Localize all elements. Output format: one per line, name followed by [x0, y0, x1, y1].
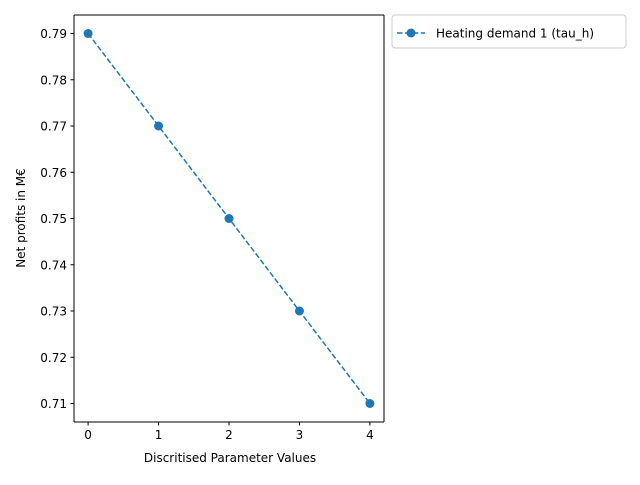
y-axis-label: Net profits in M€: [14, 168, 28, 268]
data-point: [154, 121, 164, 131]
legend-frame: [391, 14, 627, 49]
legend-marker: [406, 28, 416, 38]
y-tick-label: 0.74: [40, 258, 67, 272]
data-point: [83, 29, 93, 38]
x-tick-label: 4: [366, 428, 374, 442]
legend-entry-label: Heating demand 1 (tau_h): [436, 27, 594, 41]
y-tick-label: 0.77: [40, 120, 67, 134]
x-axis-ticks: 0 1 2 3 4: [84, 422, 374, 442]
legend: Heating demand 1 (tau_h): [391, 14, 627, 49]
y-tick-label: 0.75: [40, 212, 67, 226]
y-tick-label: 0.72: [40, 351, 67, 365]
plot-area: [83, 29, 375, 408]
y-tick-label: 0.71: [40, 397, 67, 411]
data-point: [365, 399, 375, 408]
y-tick-label: 0.79: [40, 27, 67, 41]
x-tick-label: 3: [296, 428, 304, 442]
data-point: [224, 214, 234, 223]
x-axis-label: Discritised Parameter Values: [144, 451, 316, 465]
axes-frame: [73, 14, 385, 423]
data-point: [294, 306, 304, 316]
y-axis-ticks: 0.71 0.72 0.73 0.74 0.75 0.76 0.77 0.78 0.79: [40, 27, 74, 411]
x-tick-label: 2: [225, 428, 233, 442]
y-tick-label: 0.73: [40, 305, 67, 319]
y-tick-label: 0.76: [40, 166, 67, 180]
y-tick-label: 0.78: [40, 73, 67, 87]
x-tick-label: 0: [84, 428, 92, 442]
x-tick-label: 1: [155, 428, 163, 442]
